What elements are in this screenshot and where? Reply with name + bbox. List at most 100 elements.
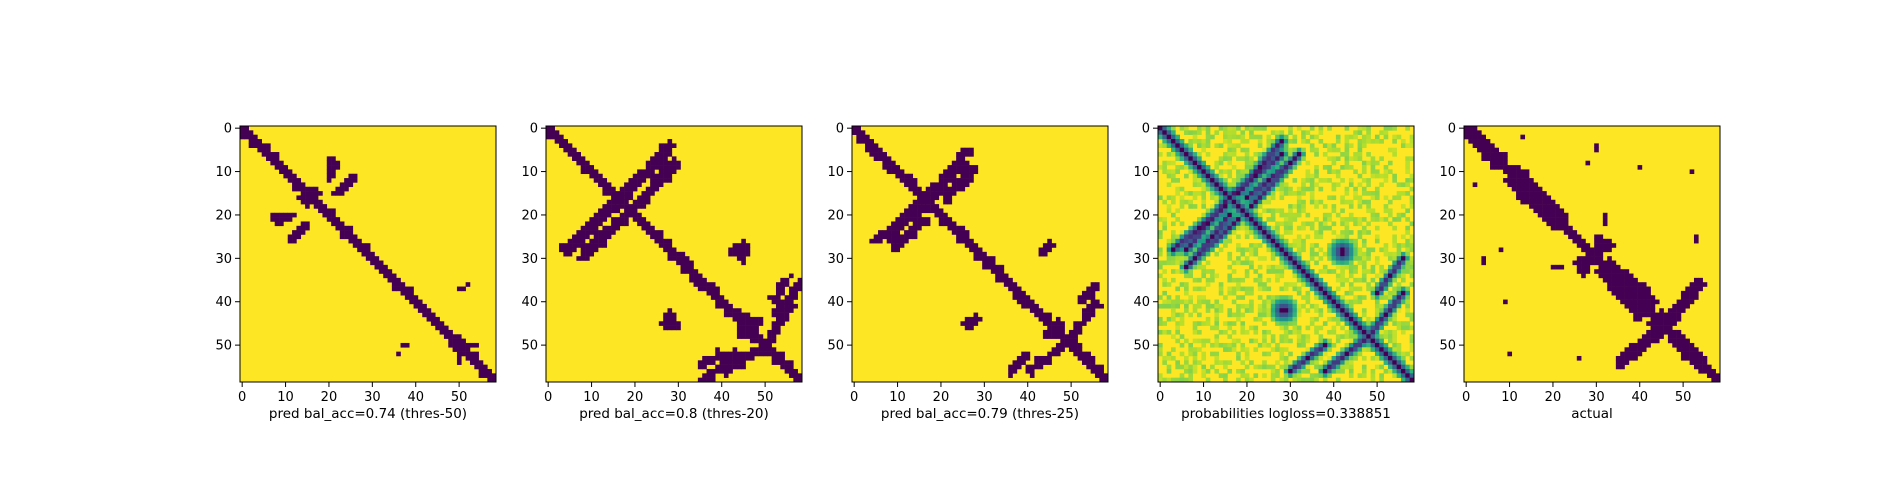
heatmap-cell — [589, 217, 595, 222]
heatmap-cell — [1270, 182, 1276, 188]
heatmap-cell — [1162, 165, 1167, 170]
heatmap-cell — [478, 373, 484, 378]
heatmap-cell — [1218, 225, 1224, 231]
heatmap-cell — [921, 217, 927, 222]
heatmap-cell — [1374, 329, 1380, 335]
heatmap-cell — [869, 152, 874, 157]
heatmap-cell — [1223, 364, 1228, 370]
heatmap-cell — [1464, 126, 1469, 131]
heatmap-cell — [1301, 303, 1306, 309]
heatmap-cell — [1218, 282, 1224, 287]
heatmap-cell — [1279, 321, 1285, 326]
heatmap-cell — [1244, 260, 1250, 266]
heatmap-cell — [995, 273, 1000, 279]
heatmap-cell — [1353, 191, 1358, 196]
heatmap-cell — [1309, 221, 1315, 227]
heatmap-cell — [611, 195, 616, 201]
heatmap-cell — [1335, 182, 1341, 188]
heatmap-cell — [1288, 126, 1293, 131]
heatmap-cell — [309, 186, 315, 192]
heatmap-cell — [658, 178, 664, 183]
heatmap-cell — [491, 373, 497, 378]
heatmap-cell — [1262, 308, 1267, 313]
heatmap-cell — [947, 165, 953, 170]
heatmap-cell — [482, 368, 488, 374]
heatmap-cell — [1568, 225, 1573, 231]
heatmap-cell — [1227, 312, 1233, 318]
heatmap-cell — [1205, 247, 1211, 253]
heatmap-cell — [1166, 204, 1172, 209]
heatmap-cell — [1663, 329, 1669, 335]
heatmap-cell — [1012, 290, 1018, 296]
heatmap-cell — [1175, 251, 1180, 257]
heatmap-cell — [1348, 355, 1354, 361]
heatmap-cell — [1335, 212, 1341, 218]
heatmap-cell — [1060, 325, 1065, 331]
heatmap-cell — [611, 221, 616, 227]
heatmap-cell — [1392, 290, 1397, 296]
heatmap-cell — [1184, 377, 1189, 383]
heatmap-cell — [1318, 277, 1324, 283]
heatmap-cell — [1292, 139, 1298, 144]
heatmap-cell — [1244, 191, 1250, 196]
heatmap-cell — [1301, 260, 1306, 266]
heatmap-cell — [1236, 195, 1241, 201]
heatmap-cell — [637, 178, 642, 183]
heatmap-cell — [318, 199, 323, 205]
heatmap-cell — [780, 360, 785, 365]
heatmap-cell — [938, 178, 944, 183]
heatmap-cell — [1379, 329, 1384, 335]
heatmap-cell — [1171, 195, 1176, 201]
heatmap-cell — [663, 178, 668, 183]
heatmap-cell — [1387, 126, 1393, 131]
heatmap-cell — [563, 139, 568, 144]
heatmap-cell — [1257, 173, 1263, 179]
heatmap-cell — [554, 130, 560, 135]
heatmap-cell — [1240, 204, 1246, 209]
heatmap-cell — [986, 264, 992, 270]
heatmap-cell — [1361, 269, 1367, 274]
heatmap-cell — [1227, 147, 1233, 153]
heatmap-cell — [1253, 212, 1259, 218]
heatmap-cell — [1335, 360, 1341, 365]
heatmap-cell — [1283, 182, 1289, 188]
heatmap-cell — [1227, 143, 1233, 148]
heatmap-cell — [335, 225, 341, 231]
heatmap-cell — [1559, 225, 1565, 231]
heatmap-cell — [1296, 342, 1302, 348]
heatmap-cell — [606, 230, 612, 235]
heatmap-cell — [352, 173, 358, 179]
heatmap-cell — [697, 273, 703, 279]
heatmap-cell — [947, 195, 953, 201]
heatmap-cell — [1309, 286, 1315, 292]
heatmap-cell — [361, 251, 367, 257]
heatmap-cell — [1693, 286, 1699, 292]
heatmap-cell — [1090, 368, 1096, 374]
heatmap-cell — [1400, 269, 1406, 274]
heatmap-cell — [947, 186, 953, 192]
heatmap-cell — [1192, 256, 1198, 261]
heatmap-cell — [1249, 191, 1254, 196]
heatmap-cell — [1231, 191, 1237, 196]
heatmap-cell — [1218, 156, 1224, 162]
heatmap-cell — [1236, 295, 1241, 300]
heatmap-cell — [1158, 347, 1163, 352]
heatmap-cell — [1201, 173, 1207, 179]
heatmap-cell — [1405, 364, 1410, 370]
heatmap-cell — [1214, 243, 1220, 248]
y-tick-label: 30 — [827, 252, 844, 267]
heatmap-cell — [1400, 368, 1406, 374]
heatmap-cell — [1073, 351, 1078, 357]
heatmap-cell — [1034, 308, 1039, 313]
heatmap-cell — [1214, 325, 1220, 331]
heatmap-cell — [1034, 303, 1039, 309]
heatmap-cell — [270, 156, 276, 162]
heatmap-cell — [1223, 156, 1228, 162]
heatmap-cell — [1305, 295, 1311, 300]
heatmap-cell — [758, 316, 764, 322]
heatmap-cell — [697, 360, 703, 365]
heatmap-cell — [771, 325, 777, 331]
heatmap-cell — [1400, 212, 1406, 218]
heatmap-cell — [1179, 334, 1185, 339]
heatmap-cell — [1266, 173, 1272, 179]
